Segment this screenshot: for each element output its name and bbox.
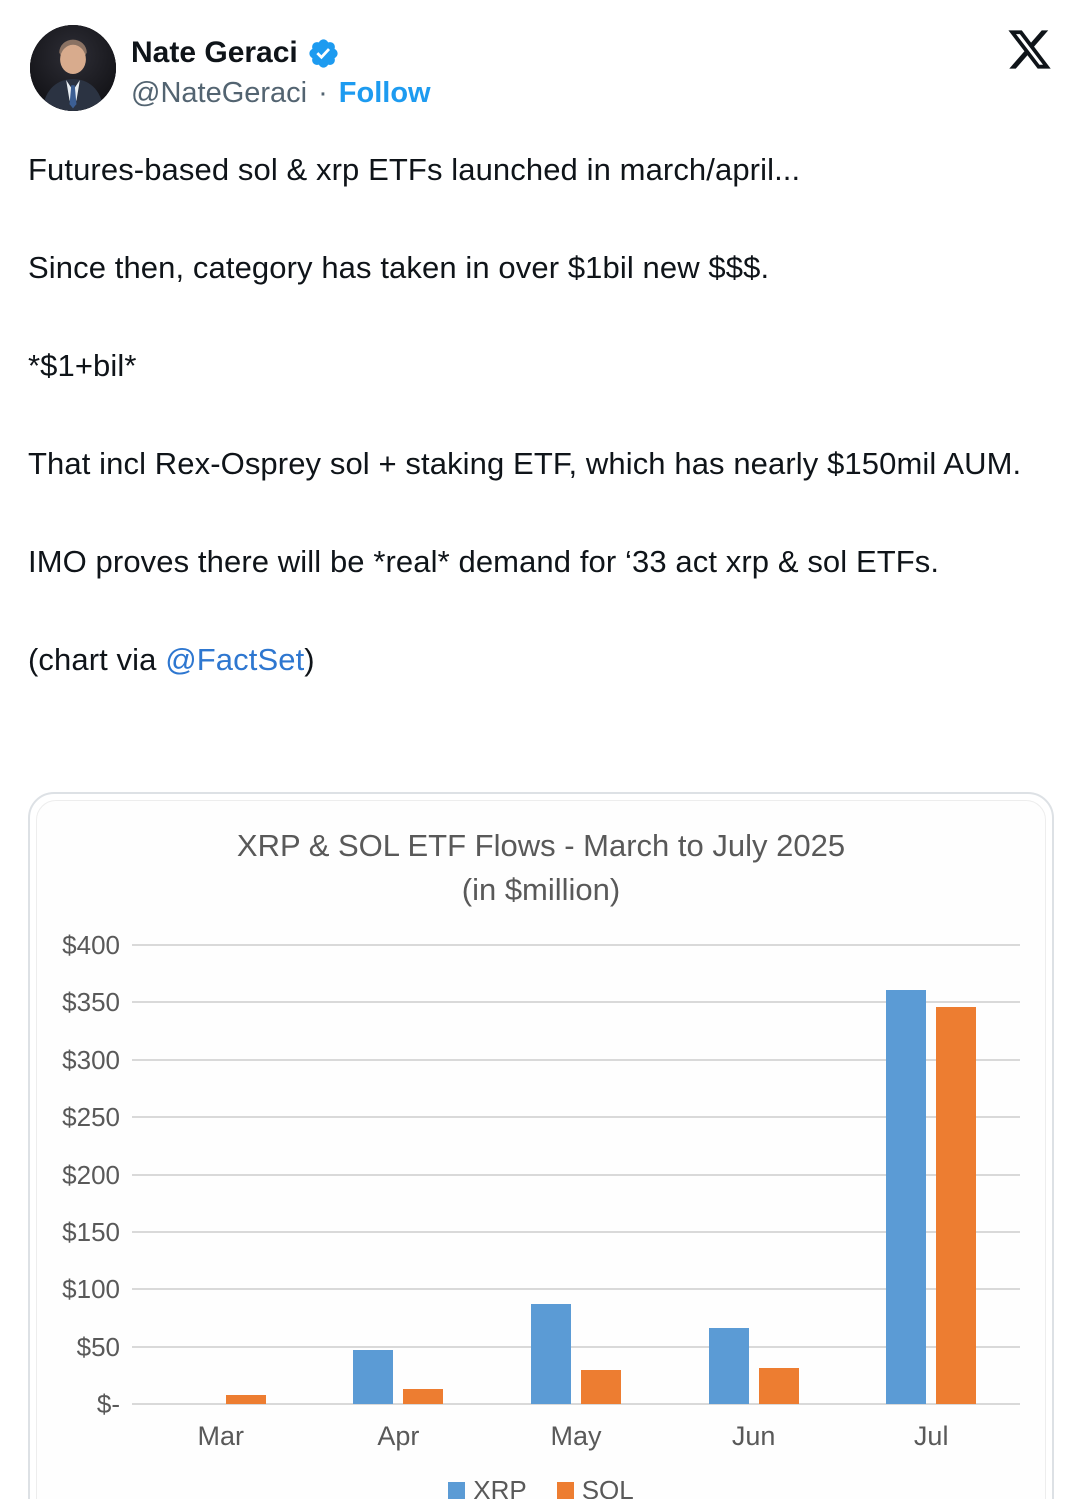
legend-item-sol: SOL xyxy=(556,1475,634,1499)
plot-area xyxy=(132,944,1020,1405)
author-name[interactable]: Nate Geraci xyxy=(131,36,298,69)
author-row: Nate Geraci xyxy=(131,36,340,70)
bar-sol-may xyxy=(581,1369,621,1404)
avatar[interactable] xyxy=(30,25,116,111)
tweet-paragraph: That incl Rex-Osprey sol + staking ETF, … xyxy=(28,446,1022,481)
x-axis-tick-label: Jun xyxy=(731,1421,776,1451)
credit-prefix: (chart via xyxy=(28,642,166,677)
bar-sol-jun xyxy=(758,1368,799,1404)
author-subrow: @NateGeraci · Follow xyxy=(131,77,431,110)
dot-separator: · xyxy=(318,77,328,109)
y-axis-tick-label: $250 xyxy=(62,1102,120,1133)
bar-sol-jul xyxy=(936,1006,977,1404)
bar-sol-mar xyxy=(225,1394,266,1404)
y-axis-tick-label: $350 xyxy=(62,987,120,1018)
author-handle[interactable]: @NateGeraci xyxy=(131,77,308,109)
legend-item-xrp: XRP xyxy=(448,1475,527,1499)
y-axis-tick-label: $200 xyxy=(62,1159,120,1190)
chart-media-card[interactable]: XRP & SOL ETF Flows - March to July 2025… xyxy=(28,792,1054,1499)
chart-subtitle: (in $million) xyxy=(461,872,621,907)
y-axis-tick-label: $150 xyxy=(62,1216,120,1247)
y-axis-tick-label: $400 xyxy=(62,930,120,960)
tweet-body: Futures-based sol & xrp ETFs launched in… xyxy=(28,146,1032,734)
bar-sol-apr xyxy=(403,1389,444,1404)
tweet-paragraph: *$1+bil* xyxy=(28,348,137,383)
x-axis-tick-label: Jul xyxy=(913,1421,949,1451)
chart-title-block: XRP & SOL ETF Flows - March to July 2025… xyxy=(30,824,1052,912)
gridline xyxy=(132,944,1020,946)
x-axis-tick-label: Mar xyxy=(197,1421,245,1451)
bar-xrp-jul xyxy=(886,989,927,1404)
x-axis-tick-label: Apr xyxy=(377,1421,420,1451)
gridline xyxy=(132,1116,1020,1119)
credit-suffix: ) xyxy=(304,642,315,677)
tweet-credit-line: (chart via @FactSet) xyxy=(28,636,1032,684)
avatar-portrait xyxy=(30,25,116,111)
bar-xrp-apr xyxy=(353,1350,394,1404)
gridline xyxy=(132,1403,1020,1405)
gridline xyxy=(132,1173,1020,1176)
gridline xyxy=(132,1230,1020,1233)
legend-label-xrp: XRP xyxy=(473,1475,527,1499)
tweet-paragraph: IMO proves there will be *real* demand f… xyxy=(28,544,940,579)
bar-xrp-may xyxy=(531,1304,571,1404)
legend-swatch-xrp xyxy=(448,1482,466,1499)
y-axis-tick-label: $300 xyxy=(62,1044,120,1075)
legend-label-sol: SOL xyxy=(581,1475,634,1499)
gridline xyxy=(132,1345,1020,1348)
factset-mention-link[interactable]: @FactSet xyxy=(165,642,305,677)
legend-swatch-sol xyxy=(556,1482,574,1499)
tweet-paragraph: Since then, category has taken in over $… xyxy=(28,250,770,285)
y-axis-tick-label: $- xyxy=(96,1389,120,1419)
gridline xyxy=(132,1288,1020,1291)
gridline xyxy=(132,1058,1020,1061)
verified-badge-icon xyxy=(307,37,340,70)
tweet-paragraph: Futures-based sol & xrp ETFs launched in… xyxy=(28,152,801,187)
chart-legend: XRP SOL xyxy=(30,1475,1052,1499)
x-axis-tick-label: May xyxy=(550,1421,602,1451)
bar-xrp-jun xyxy=(708,1328,749,1404)
gridline xyxy=(132,1001,1020,1004)
follow-button[interactable]: Follow xyxy=(338,77,431,109)
chart-title: XRP & SOL ETF Flows - March to July 2025 xyxy=(236,828,846,863)
y-axis-tick-label: $100 xyxy=(62,1274,120,1305)
x-logo-icon[interactable] xyxy=(1006,26,1053,73)
y-axis-tick-label: $50 xyxy=(76,1331,120,1362)
